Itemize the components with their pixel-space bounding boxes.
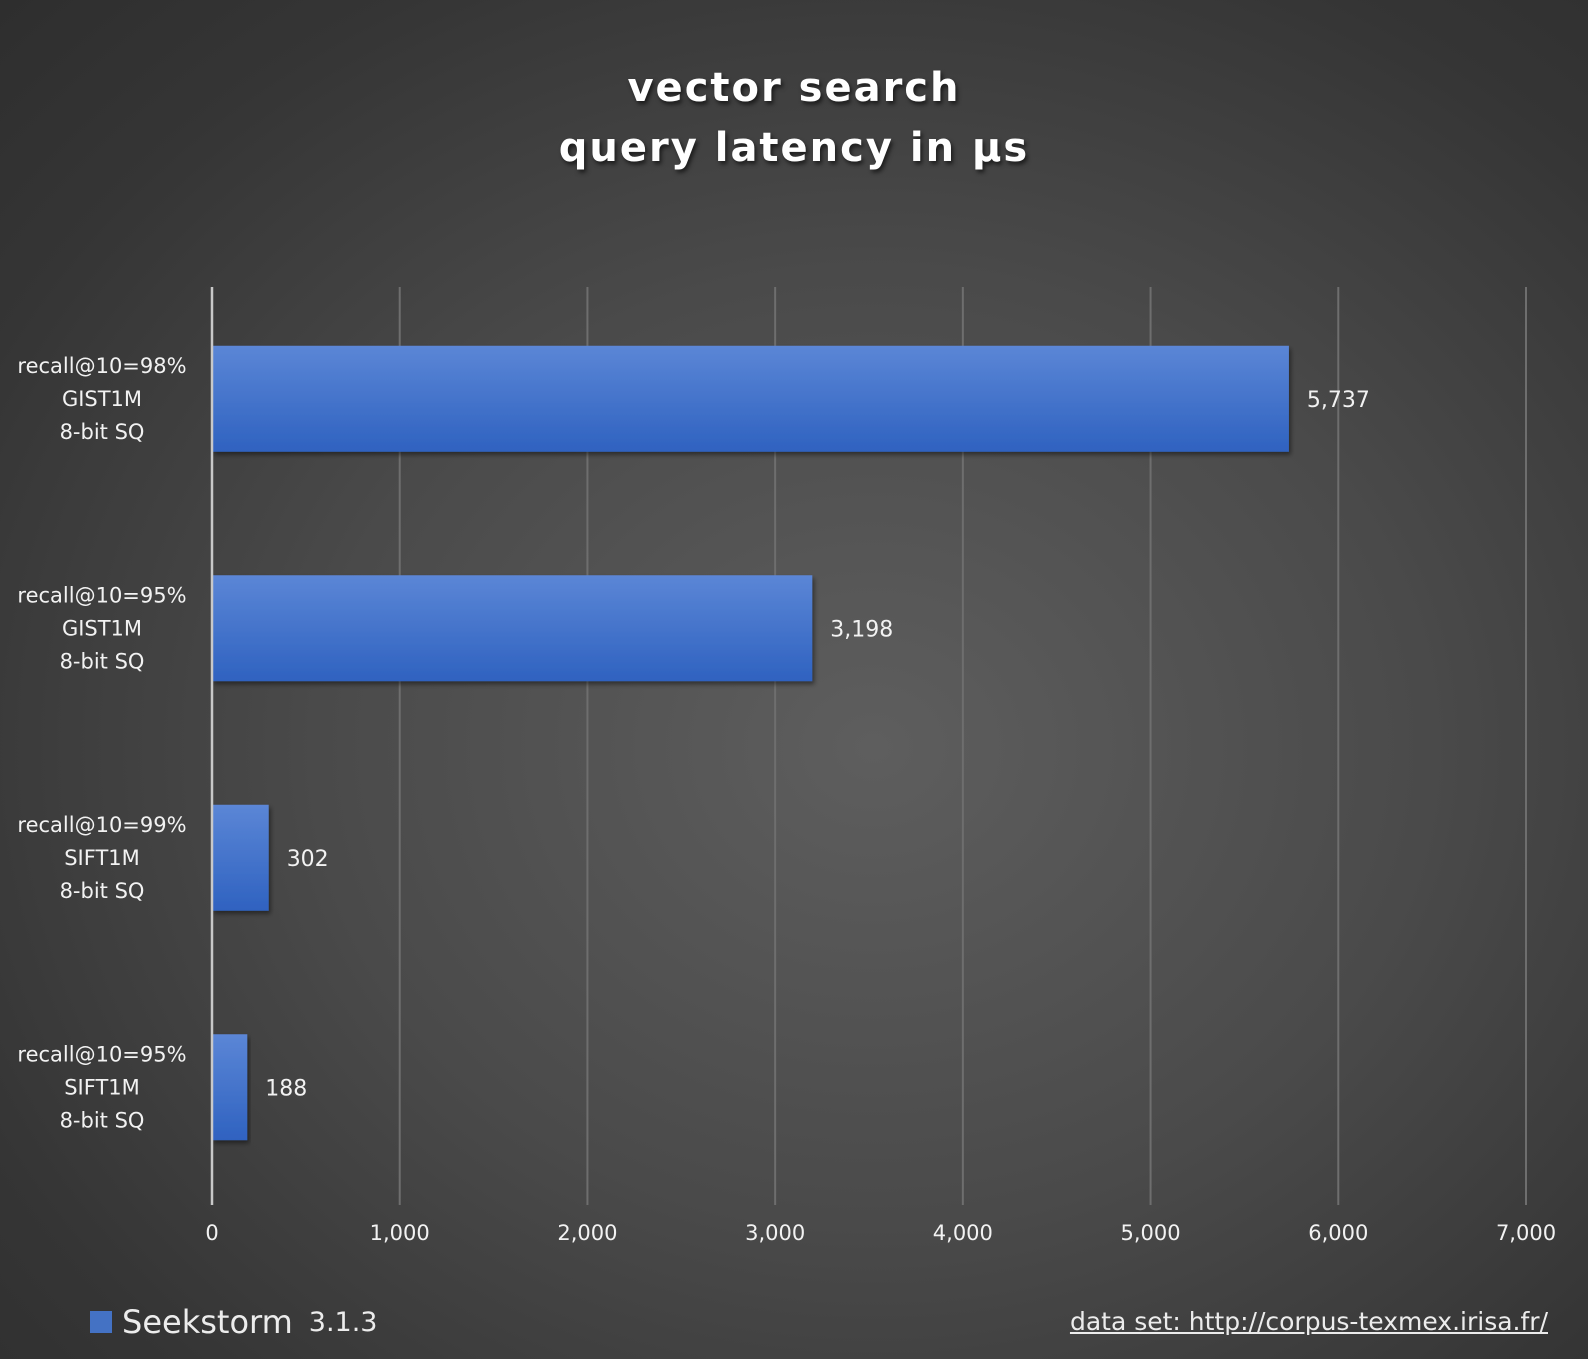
category-label-line: 8-bit SQ — [60, 420, 145, 444]
x-tick-label: 5,000 — [1121, 1221, 1181, 1245]
x-tick-labels: 0 1,000 2,000 3,000 4,000 5,000 6,000 7,000 — [205, 1221, 1556, 1245]
legend-series-name: Seekstorm — [122, 1303, 293, 1341]
chart-title-line-1: vector search — [627, 65, 961, 111]
legend: Seekstorm 3.1.3 — [90, 1302, 377, 1342]
x-tick-label: 7,000 — [1496, 1221, 1556, 1245]
category-label: recall@10=95% GIST1M 8-bit SQ — [17, 583, 186, 673]
data-source-link[interactable]: data set: http://corpus-texmex.irisa.fr/ — [1069, 1307, 1548, 1336]
x-tick-label: 3,000 — [745, 1221, 805, 1245]
x-tick-label: 6,000 — [1308, 1221, 1368, 1245]
x-tick-label: 1,000 — [370, 1221, 430, 1245]
category-label-line: GIST1M — [62, 616, 142, 640]
bar — [212, 345, 1289, 452]
bar-data-label: 188 — [265, 1076, 307, 1101]
bar — [212, 575, 813, 682]
bar — [212, 804, 269, 911]
category-label: recall@10=95% SIFT1M 8-bit SQ — [17, 1042, 186, 1132]
category-label-line: recall@10=95% — [17, 1042, 186, 1066]
category-label-line: recall@10=98% — [17, 354, 186, 378]
bar — [212, 1034, 248, 1141]
category-label-line: SIFT1M — [64, 846, 140, 870]
bar-data-label: 302 — [287, 847, 329, 872]
bars — [212, 345, 1289, 1141]
x-tick-label: 2,000 — [557, 1221, 617, 1245]
category-label-line: 8-bit SQ — [60, 879, 145, 903]
x-tick-label: 4,000 — [933, 1221, 993, 1245]
category-labels: recall@10=98% GIST1M 8-bit SQrecall@10=95%… — [17, 354, 186, 1133]
chart-title-line-2: query latency in µs — [558, 125, 1030, 171]
category-label: recall@10=98% GIST1M 8-bit SQ — [17, 354, 186, 444]
x-tick-label: 0 — [205, 1221, 218, 1245]
bar-data-label: 3,198 — [830, 617, 893, 642]
category-label-line: recall@10=99% — [17, 813, 186, 837]
category-label-line: recall@10=95% — [17, 583, 186, 607]
category-label-line: 8-bit SQ — [60, 649, 145, 673]
category-label: recall@10=99% SIFT1M 8-bit SQ — [17, 813, 186, 903]
category-label-line: 8-bit SQ — [60, 1108, 145, 1132]
legend-version: 3.1.3 — [308, 1306, 378, 1338]
bar-data-label: 5,737 — [1307, 388, 1370, 413]
legend-swatch — [90, 1311, 112, 1333]
chart-title: vector search query latency in µs — [0, 58, 1588, 178]
data-labels: 5,737 3,198 302 188 — [265, 388, 1370, 1102]
category-label-line: SIFT1M — [64, 1075, 140, 1099]
category-label-line: GIST1M — [62, 387, 142, 411]
